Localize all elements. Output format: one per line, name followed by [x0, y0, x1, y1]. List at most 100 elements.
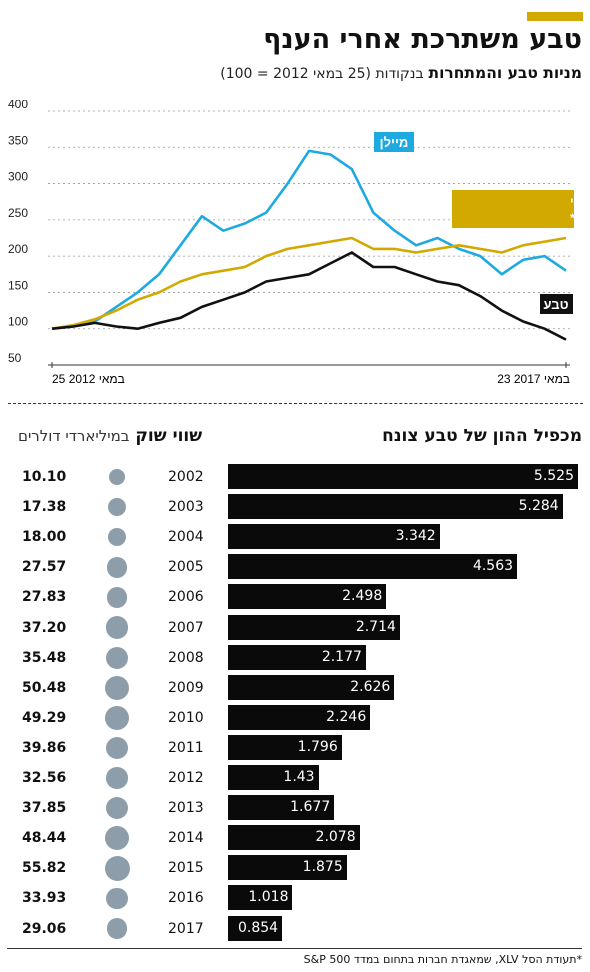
pb-bar-value: 1.875 — [302, 859, 343, 876]
y-tick-label: 250 — [8, 206, 28, 220]
market-cap-bubble — [105, 796, 129, 820]
market-cap-bubble — [106, 767, 128, 789]
table-row: 55.82 2015 1.875 — [0, 854, 590, 884]
table-row: 35.48 2008 2.177 — [0, 644, 590, 674]
pb-bar-value: 0.854 — [238, 919, 279, 936]
pb-bar-value: 5.525 — [533, 468, 574, 484]
mylan-line — [51, 149, 567, 330]
table-row: 39.86 2011 1.796 — [0, 734, 590, 764]
pb-bar: 1.875 — [228, 855, 347, 881]
year-label: 2010 — [168, 709, 204, 726]
pb-bar: 2.714 — [228, 614, 400, 640]
x-start-label: 25 במאי 2012 — [52, 372, 125, 386]
section-separator — [8, 403, 583, 404]
year-label: 2005 — [168, 559, 204, 576]
pb-bar: 2.177 — [228, 644, 366, 670]
teva-label-text: טבע — [543, 297, 568, 312]
market-cap-value: 18.00 — [22, 529, 67, 546]
market-cap-bubble — [106, 587, 128, 608]
pb-bar: 2.626 — [228, 674, 395, 700]
market-cap-title-light: במיליארדי דולרים — [18, 427, 130, 445]
table-row: 37.85 2013 1.677 — [0, 794, 590, 824]
market-cap-title-bold: שווי שוק — [135, 426, 203, 446]
pb-bar: 0.854 — [228, 915, 283, 941]
pb-bar: 1.43 — [228, 765, 319, 790]
market-cap-bubble — [105, 826, 129, 851]
pb-bar-value: 5.284 — [518, 498, 559, 515]
healthcare-label-line2: הבריאות בארה"ב* — [570, 211, 590, 225]
market-cap-bubble — [107, 497, 127, 517]
pb-bar-value: 2.626 — [350, 678, 391, 695]
line-chart: 400 350 300 250 200 150 100 50 25 במאי 2012 23 … — [8, 100, 590, 386]
pb-bar-value: 3.342 — [395, 528, 436, 545]
footnote: *תעודת הסל XLV, שמאגדת חברות בתחום במדד … — [7, 948, 582, 966]
page-title: טבע משתרכת אחרי הענף — [263, 24, 582, 55]
year-label: 2014 — [168, 830, 204, 847]
market-cap-value: 32.56 — [22, 770, 67, 786]
chart-subtitle: מניות טבע והמתחרות בנקודות (25 במאי 2012… — [220, 64, 582, 82]
pb-bar-value: 2.714 — [355, 618, 396, 635]
y-tick-label: 150 — [8, 278, 28, 292]
pb-ratio-title: מכפיל ההון של טבע צונח — [382, 426, 582, 446]
pb-bar: 2.078 — [228, 825, 360, 851]
table-row: 37.20 2007 2.714 — [0, 614, 590, 644]
pb-bar: 1.677 — [228, 795, 335, 821]
year-label: 2011 — [168, 739, 204, 756]
y-axis-ticks: 400 350 300 250 200 150 100 50 — [8, 100, 28, 365]
year-label: 2016 — [168, 890, 204, 907]
healthcare-label-box — [452, 190, 574, 228]
table-row: 17.38 2003 5.284 — [0, 493, 590, 523]
market-cap-bubble — [106, 887, 128, 910]
market-cap-value: 50.48 — [22, 679, 67, 696]
y-tick-label: 400 — [8, 100, 28, 111]
table-row: 27.83 2006 2.498 — [0, 583, 590, 613]
table-row: 29.06 2017 0.854 — [0, 915, 590, 945]
market-cap-value: 37.20 — [22, 619, 67, 636]
market-cap-bubble — [106, 646, 128, 669]
healthcare-line — [51, 236, 567, 330]
pb-bar: 2.498 — [228, 584, 387, 610]
year-label: 2002 — [168, 469, 204, 485]
year-label: 2012 — [168, 770, 204, 786]
mylan-label: מיילן — [374, 132, 414, 152]
y-tick-label: 100 — [8, 315, 28, 329]
pb-bar: 1.018 — [228, 885, 293, 911]
pb-bar: 4.563 — [228, 554, 518, 580]
pb-bar: 1.796 — [228, 734, 342, 760]
market-cap-bubble — [105, 736, 129, 760]
market-cap-bubble — [106, 557, 128, 578]
market-cap-value: 27.83 — [22, 589, 67, 606]
pb-bar-value: 4.563 — [472, 558, 514, 575]
teva-line — [51, 251, 567, 341]
market-cap-bubble — [104, 705, 130, 730]
year-label: 2003 — [168, 499, 204, 516]
market-cap-bubble — [106, 918, 128, 939]
y-tick-label: 50 — [8, 351, 22, 365]
year-label: 2017 — [168, 920, 204, 937]
pb-bar-value: 1.018 — [248, 889, 289, 906]
market-cap-value: 49.29 — [22, 709, 67, 726]
year-label: 2013 — [168, 800, 204, 817]
table-row: 32.56 2012 1.43 — [0, 764, 590, 794]
accent-bar — [527, 12, 583, 21]
pb-bar-value: 2.246 — [326, 708, 367, 725]
year-label: 2006 — [168, 589, 204, 606]
market-cap-value: 55.82 — [22, 860, 67, 877]
market-cap-value: 37.85 — [22, 800, 67, 817]
y-tick-label: 350 — [8, 133, 28, 147]
market-cap-value: 48.44 — [22, 830, 67, 847]
pb-bar-value: 1.677 — [290, 799, 331, 816]
healthcare-label-line1: חברות שירותי — [570, 195, 590, 209]
market-cap-bubble — [104, 675, 130, 700]
market-cap-value: 39.86 — [22, 739, 67, 756]
subtitle-light: בנקודות (25 במאי 2012 = 100) — [220, 66, 424, 82]
market-cap-bubble — [107, 527, 127, 547]
market-cap-value: 33.93 — [22, 890, 67, 907]
market-cap-bubble — [105, 616, 129, 639]
pb-bar: 3.342 — [228, 524, 440, 550]
market-cap-bubble — [104, 855, 130, 881]
market-cap-value: 17.38 — [22, 499, 67, 516]
year-label: 2015 — [168, 860, 204, 877]
healthcare-label: חברות שירותי הבריאות בארה"ב* — [452, 190, 590, 228]
mylan-label-box — [374, 132, 414, 152]
